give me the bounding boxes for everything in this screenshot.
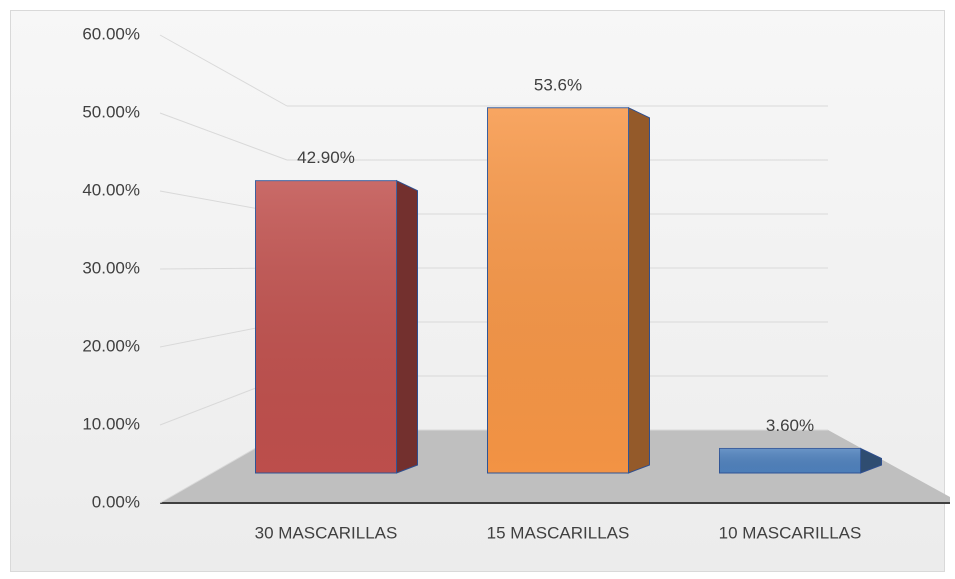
y-tick-label: 50.00%: [82, 102, 140, 121]
y-tick-label: 10.00%: [82, 414, 140, 433]
data-label: 3.60%: [766, 416, 814, 435]
x-tick-label: 15 MASCARILLAS: [487, 523, 630, 542]
bar-shade: [255, 180, 397, 473]
x-tick-label: 30 MASCARILLAS: [255, 523, 398, 542]
y-tick-label: 0.00%: [92, 492, 140, 511]
grid-line: [159, 112, 288, 161]
y-tick-label: 30.00%: [82, 258, 140, 277]
y-tick-label: 60.00%: [82, 24, 140, 43]
x-tick-label: 10 MASCARILLAS: [719, 523, 862, 542]
grid-line: [159, 34, 288, 107]
y-tick-label: 20.00%: [82, 336, 140, 355]
data-label: 42.90%: [297, 148, 355, 167]
data-label: 53.6%: [534, 75, 582, 94]
bar-shade: [487, 107, 629, 473]
y-tick-label: 40.00%: [82, 180, 140, 199]
bar-shade: [719, 448, 861, 473]
bar-side: [628, 106, 650, 474]
bar-side: [396, 179, 418, 474]
